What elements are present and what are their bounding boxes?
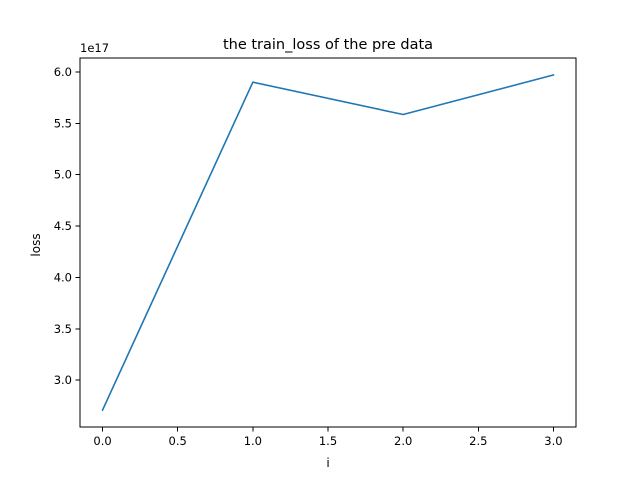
series-line-0 (101, 73, 555, 412)
x-tick-label: 3.0 (544, 434, 562, 448)
y-tick-label: 4.0 (54, 270, 72, 284)
x-tick-label: 2.5 (469, 434, 487, 448)
x-tick-label: 0.5 (169, 434, 187, 448)
y-tick-label: 5.5 (54, 116, 72, 130)
x-axis-label: i (326, 456, 329, 470)
y-tick-label: 3.0 (54, 373, 72, 387)
y-axis-label: loss (29, 233, 43, 256)
y-tick-label: 3.5 (54, 322, 72, 336)
plot-area: 0.0 0.5 1.0 1.5 2.0 2.5 3.0 3.0 3.5 4.0 4.5 5.0 5.5 6… (54, 57, 577, 448)
y-axis-offset-label: 1e17 (80, 41, 109, 55)
y-tick-label: 6.0 (54, 65, 72, 79)
chart-title: the train_loss of the pre data (223, 37, 433, 53)
x-tick-label: 1.0 (244, 434, 262, 448)
plot-frame (79, 57, 577, 428)
x-tick-label: 2.0 (394, 434, 412, 448)
x-tick-label: 0.0 (93, 434, 111, 448)
y-tick-label: 4.5 (54, 219, 72, 233)
x-tick-label: 1.5 (319, 434, 337, 448)
y-tick-label: 5.0 (54, 168, 72, 182)
